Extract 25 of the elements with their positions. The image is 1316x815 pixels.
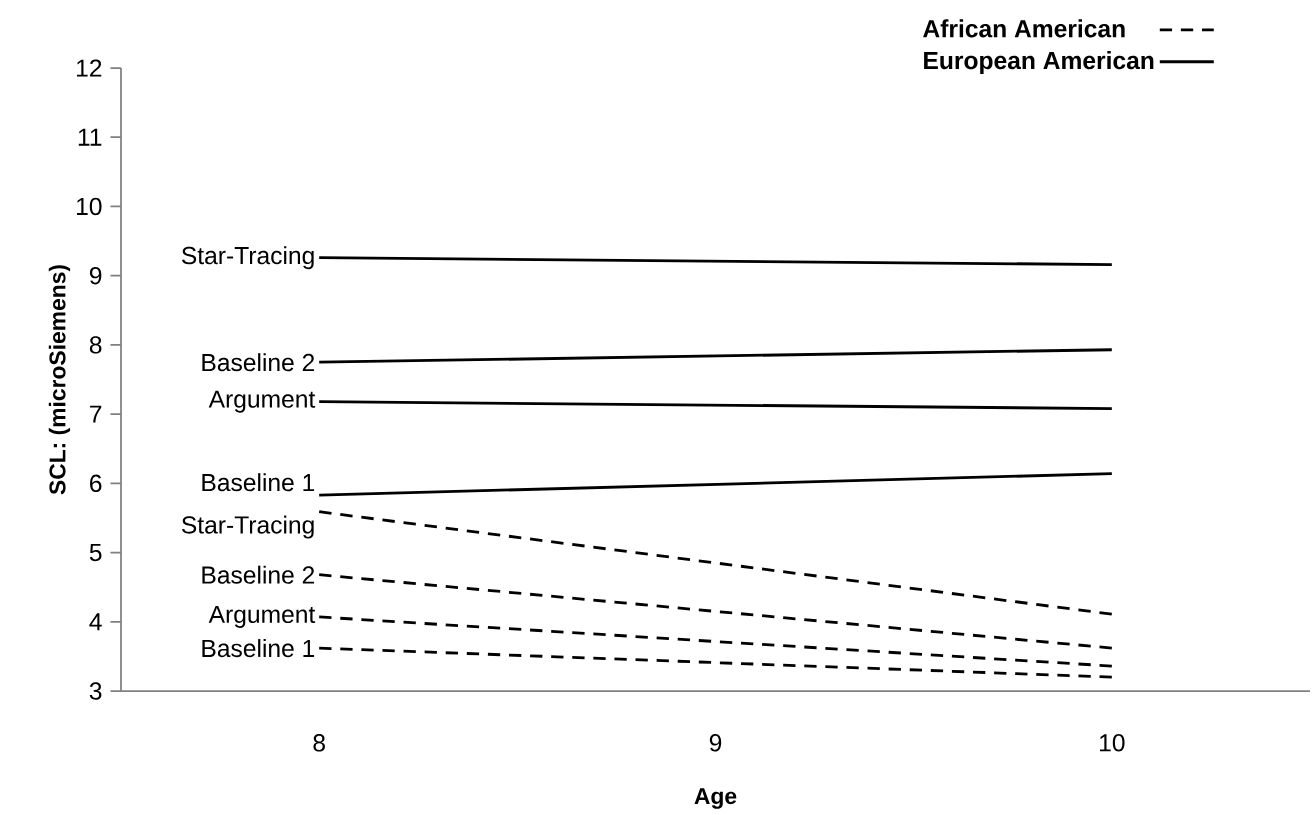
y-axis-title: SCL: (microSiemens) [48, 265, 71, 495]
y-tick-label: 7 [90, 405, 102, 423]
x-tick-label: 10 [1100, 734, 1125, 752]
series-label: Star-Tracing [182, 246, 314, 270]
series-label: Baseline 1 [202, 639, 315, 658]
y-tick-label: 8 [89, 336, 102, 354]
series-label: Star-Tracing [182, 515, 314, 539]
series-label: Argument [208, 605, 316, 628]
y-tick-label: 12 [77, 59, 102, 77]
series-label: Baseline 2 [202, 353, 315, 372]
legend-label: European American [924, 51, 1154, 75]
x-tick-label: 8 [313, 734, 325, 752]
y-tick-label: 6 [90, 474, 102, 493]
series-label: Argument [208, 390, 316, 413]
y-tick-label: 4 [89, 613, 102, 631]
series-label: Baseline 1 [202, 473, 315, 492]
series-label: Baseline 2 [202, 565, 315, 584]
y-tick-label: 11 [78, 128, 102, 146]
y-tick-label: 3 [89, 682, 102, 700]
legend-label: African American [923, 19, 1125, 38]
y-tick-label: 10 [77, 197, 102, 216]
y-tick-label: 9 [89, 266, 102, 285]
y-tick-label: 5 [89, 543, 102, 562]
x-tick-label: 9 [709, 734, 722, 752]
x-axis-title: Age [694, 788, 737, 809]
